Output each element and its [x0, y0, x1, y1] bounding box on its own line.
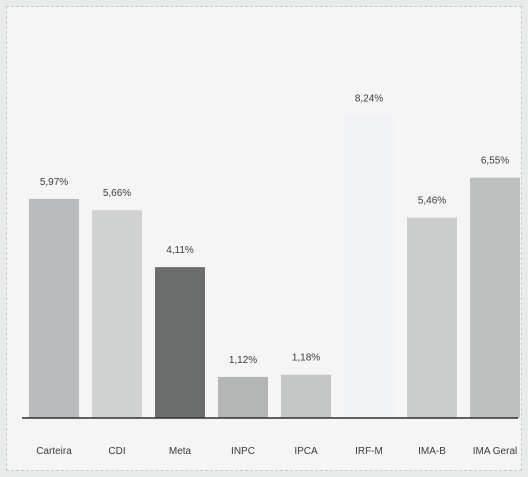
- category-label-cdi: CDI: [108, 446, 125, 457]
- category-label-carteira: Carteira: [36, 446, 72, 457]
- value-label-ima-b: 5,46%: [418, 196, 446, 207]
- bar-ima-geral: [470, 177, 520, 418]
- value-label-irf-m: 8,24%: [355, 94, 383, 105]
- category-label-inpc: INPC: [231, 446, 255, 457]
- bar-carteira: [29, 198, 79, 418]
- value-label-inpc: 1,12%: [229, 355, 257, 366]
- category-labels-group: Carteira CDI Meta INPC IPCA IRF-M IMA-B IMA Ger…: [36, 446, 517, 457]
- value-label-ipca: 1,18%: [292, 353, 320, 364]
- value-label-meta: 4,11%: [166, 245, 194, 256]
- bar-ipca: [281, 374, 331, 418]
- bar-meta: [155, 267, 205, 418]
- category-label-irf-m: IRF-M: [355, 446, 383, 457]
- category-label-ima-geral: IMA Geral: [473, 446, 517, 457]
- bar-cdi: [92, 210, 142, 418]
- value-labels-group: 5,97% 5,66% 4,11% 1,12% 1,18% 8,24% 5,46% 6,55%: [40, 94, 509, 366]
- bars-group: [29, 115, 520, 418]
- bar-ima-b: [407, 217, 457, 418]
- category-label-ima-b: IMA-B: [418, 446, 446, 457]
- category-label-ipca: IPCA: [294, 446, 318, 457]
- value-label-ima-geral: 6,55%: [481, 156, 509, 167]
- value-label-carteira: 5,97%: [40, 177, 68, 188]
- bar-inpc: [218, 376, 268, 418]
- value-label-cdi: 5,66%: [103, 188, 131, 199]
- category-label-meta: Meta: [169, 446, 192, 457]
- bar-irf-m: [344, 115, 394, 418]
